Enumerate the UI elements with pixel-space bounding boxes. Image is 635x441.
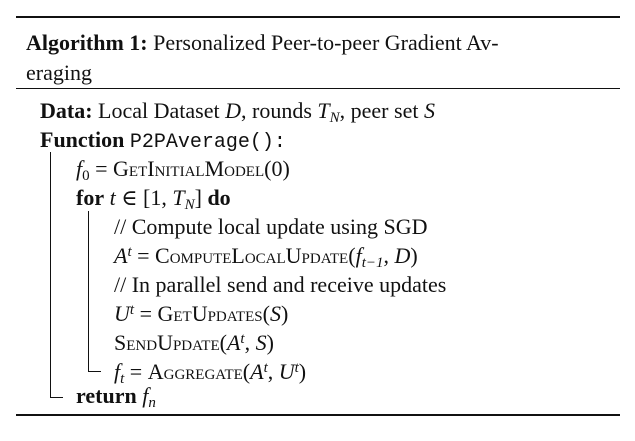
range-close: ] [194,185,202,210]
return-keyword: return [76,383,137,408]
comment-parallel: // In parallel send and receive updates [114,272,447,297]
function-line: Function P2PAverage(): [40,125,286,157]
math-s-arg: S [255,330,267,355]
paren-close: ) [280,301,289,326]
aggregate-line: ft = Aggregate(At, Ut) [114,357,307,387]
arg-separator: , [244,330,256,355]
get-initial-model-call: GetInitialModel [113,156,265,181]
data-keyword: Data: [40,98,93,123]
caption-rule [16,88,620,89]
comment-compute-line: // Compute local update using SGD [114,212,427,241]
compute-local-update-call: ComputeLocalUpdate [155,243,349,268]
math-s: S [423,98,435,123]
math-0-subscript: 0 [82,168,90,184]
math-a: A [114,243,128,268]
range-open: ∈ [1, [115,185,173,210]
math-t-superscript: t [240,331,245,347]
math-n-subscript-loop: N [184,197,195,213]
math-t-superscript: t [294,360,299,376]
do-keyword: do [207,185,231,210]
data-text: Local Dataset [98,98,220,123]
get-updates-call: GetUpdates [157,301,263,326]
call-args: (0) [264,156,290,181]
math-u: U [114,301,130,326]
init-model-line: f0 = GetInitialModel(0) [76,154,290,184]
math-d: D [225,98,241,123]
send-update-call: SendUpdate [114,330,220,355]
equals-sign: = [124,359,148,384]
comment-parallel-line: // In parallel send and receive updates [114,270,446,299]
arg-separator: , [267,359,279,384]
math-t-minus-1-subscript: t−1 [361,255,384,271]
math-f: f [76,156,83,181]
math-d-arg: D [394,243,411,268]
algorithm-caption-line1: Algorithm 1: Personalized Peer-to-peer G… [26,27,586,58]
paren-close: ) [410,243,418,268]
math-f-prev: f [355,243,362,268]
math-a-arg: A [226,330,241,355]
paren-open: ( [262,301,270,326]
paren-open: ( [242,359,251,384]
paren-open: ( [219,330,227,355]
caption-title: Personalized Peer-to-peer Gradient Av- [153,30,499,55]
math-t-rounds: T [172,185,185,210]
data-line: Data: Local Dataset D, rounds TN, peer s… [40,96,435,126]
data-rounds-text: , rounds [241,98,312,123]
paren-close: ) [266,330,274,355]
bottom-rule [16,414,620,416]
math-t-var: t [109,185,116,210]
algorithm-caption-line2: eraging [26,57,586,88]
math-f-return: f [142,383,149,408]
math-t-subscript: t [120,371,125,387]
math-t-superscript: t [127,244,132,260]
math-n-subscript: N [329,110,340,126]
math-t: T [317,98,330,123]
caption-title-continued: eraging [26,60,92,85]
math-u-arg: U [278,359,295,384]
equals-sign: = [131,243,156,268]
paren-close: ) [298,359,307,384]
math-t-superscript: t [129,302,135,318]
paren-open: ( [348,243,356,268]
compute-update-line: At = ComputeLocalUpdate(ft−1, D) [114,241,418,271]
for-keyword: for [76,185,105,210]
math-n-subscript-return: n [148,395,156,411]
function-body-bracket [50,152,63,398]
loop-body-bracket [88,211,101,372]
get-updates-line: Ut = GetUpdates(S) [114,299,288,328]
math-t-superscript: t [263,360,268,376]
math-a-arg: A [250,359,264,384]
comment-compute: // Compute local update using SGD [114,214,428,239]
equals-sign: = [89,156,114,181]
arg-separator: , [383,243,395,268]
math-s-arg: S [269,301,281,326]
aggregate-call: Aggregate [147,359,243,384]
for-loop-line: for t ∈ [1, TN] do [76,183,231,213]
math-f-t: f [114,359,121,384]
send-update-line: SendUpdate(At, S) [114,328,274,357]
top-rule [16,16,620,18]
function-name: P2PAverage(): [129,131,286,154]
return-line: return fn [76,381,156,411]
function-keyword: Function [40,127,125,152]
equals-sign: = [134,301,158,326]
caption-label: Algorithm 1: [26,30,148,55]
data-peer-text: , peer set [339,98,419,123]
